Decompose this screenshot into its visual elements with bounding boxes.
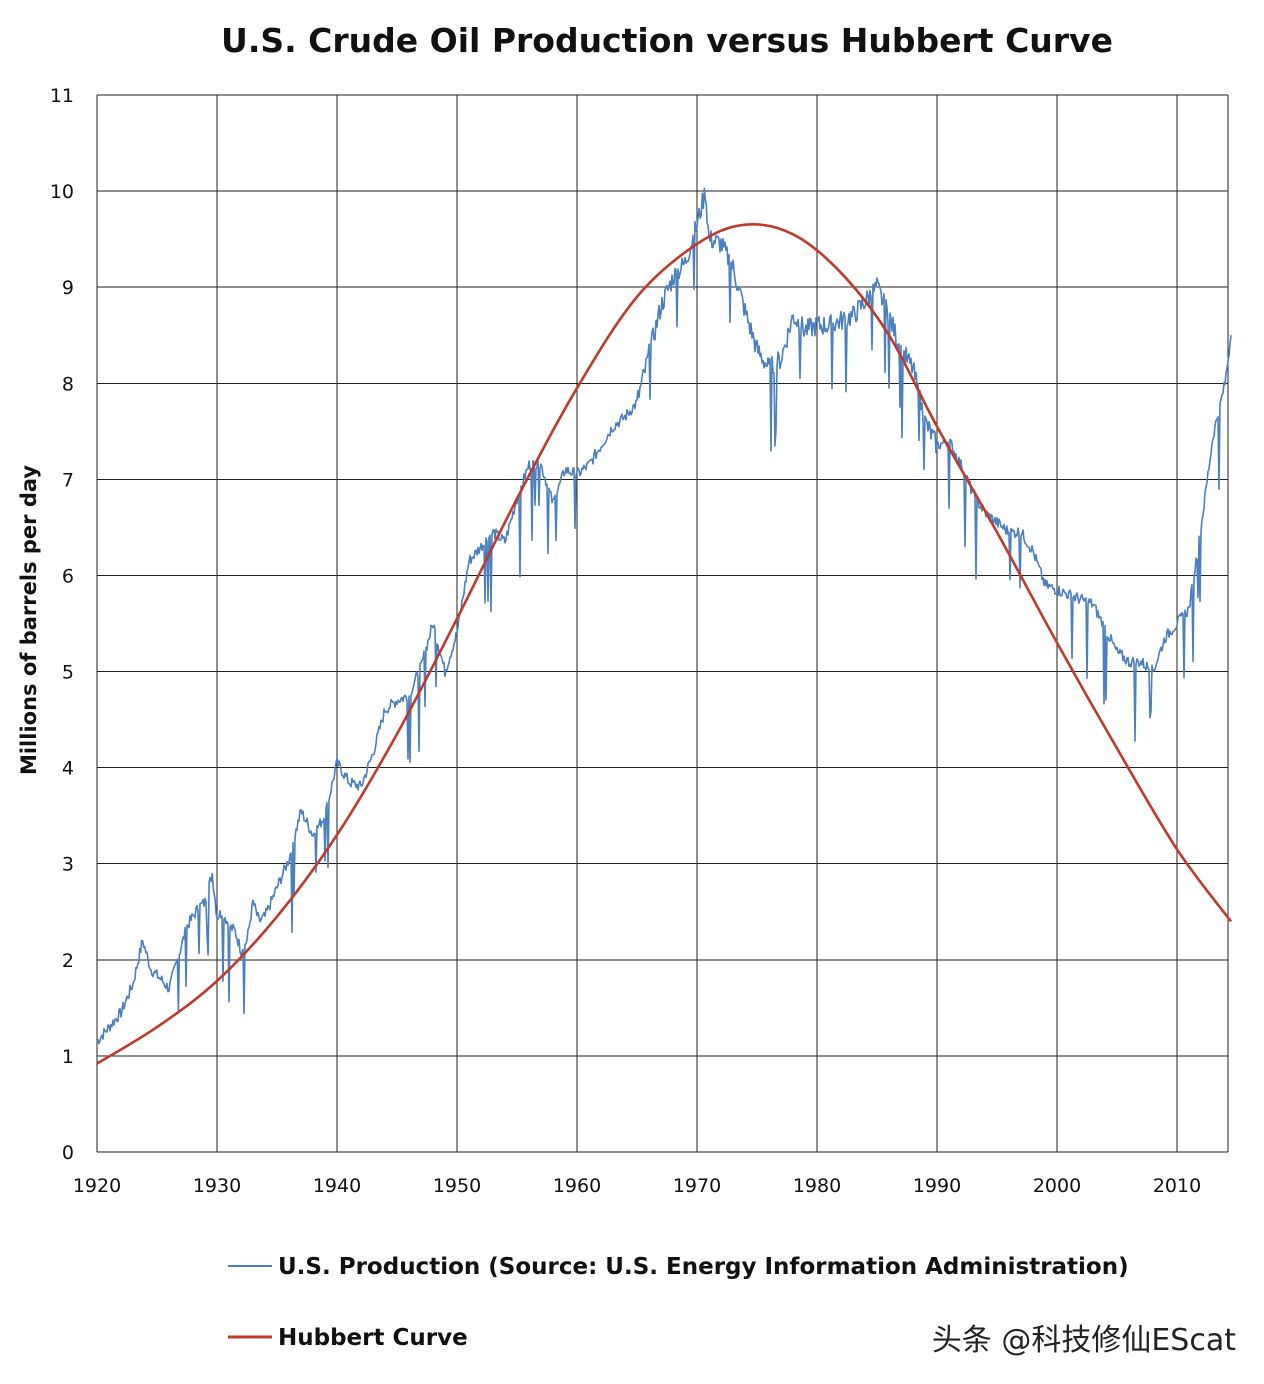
x-tick-label: 1930 (193, 1175, 241, 1197)
y-tick-label: 0 (62, 1142, 74, 1164)
series-lines (96, 187, 1233, 1065)
legend: U.S. Production (Source: U.S. Energy Inf… (228, 1254, 1129, 1351)
grid (96, 94, 1229, 1153)
y-tick-label: 4 (62, 758, 74, 780)
y-axis-label: Millions of barrels per day (17, 465, 41, 775)
y-tick-label: 9 (62, 277, 74, 299)
x-tick-label: 1940 (313, 1175, 361, 1197)
y-tick-label: 10 (50, 181, 74, 203)
x-tick-label: 1990 (913, 1175, 961, 1197)
y-tick-label: 11 (50, 85, 74, 107)
x-tick-label: 1960 (553, 1175, 601, 1197)
x-tick-label: 2000 (1033, 1175, 1081, 1197)
y-tick-label: 2 (62, 950, 74, 972)
x-tick-label: 2010 (1153, 1175, 1201, 1197)
y-tick-label: 5 (62, 662, 74, 684)
legend-label-production: U.S. Production (Source: U.S. Energy Inf… (278, 1254, 1129, 1280)
x-tick-label: 1920 (73, 1175, 121, 1197)
series-line-hubbert (96, 223, 1233, 1065)
y-tick-label: 1 (62, 1046, 74, 1068)
y-tick-label: 6 (62, 565, 74, 587)
legend-label-hubbert: Hubbert Curve (278, 1325, 468, 1351)
x-tick-label: 1980 (793, 1175, 841, 1197)
y-tick-label: 3 (62, 854, 74, 876)
x-tick-label: 1970 (673, 1175, 721, 1197)
series-line-production (96, 187, 1232, 1045)
watermark: 头条 @科技修仙EScat (932, 1323, 1236, 1358)
chart-title: U.S. Crude Oil Production versus Hubbert… (221, 21, 1113, 60)
x-axis-ticks: 1920 1930 1940 1950 1960 1970 1980 1990 2000 2010 (73, 1175, 1201, 1197)
y-tick-label: 7 (62, 469, 74, 491)
y-tick-label: 8 (62, 373, 74, 395)
y-axis-ticks: 0 1 2 3 4 5 6 7 8 9 10 11 (50, 85, 74, 1164)
x-tick-label: 1950 (433, 1175, 481, 1197)
